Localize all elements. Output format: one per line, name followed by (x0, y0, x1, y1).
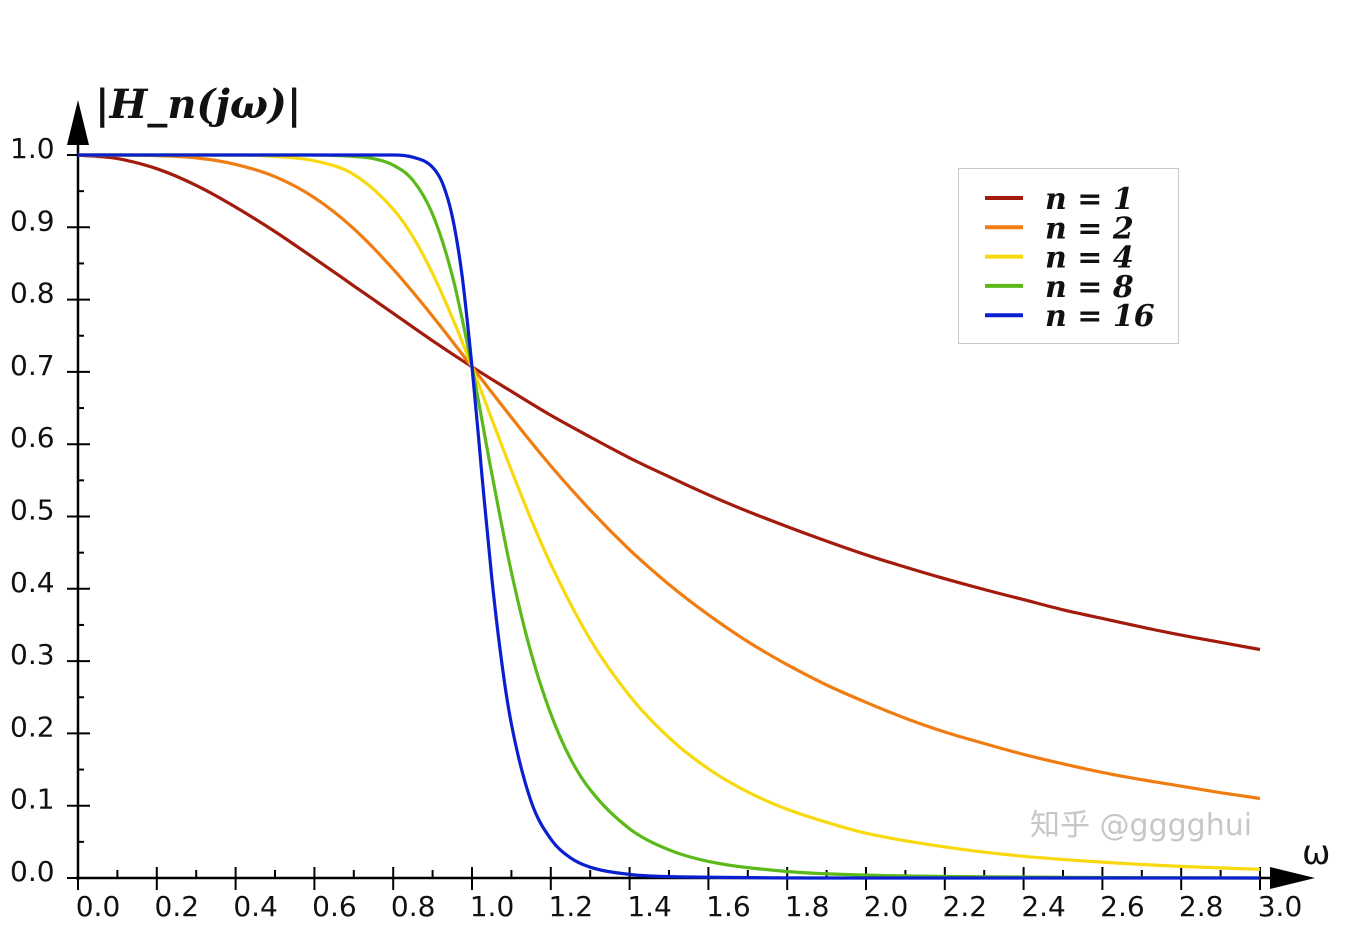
y-tick-label: 0.4 (10, 566, 55, 599)
x-tick-label: 1.4 (627, 890, 672, 923)
tick-labels: 0.0 0.2 0.4 0.6 0.8 1.0 1.2 1.4 1.6 1.8 2.0 2.2 2.4 2… (10, 132, 1302, 923)
watermark: 知乎 @gggghui (1030, 808, 1252, 843)
y-tick-label: 0.5 (10, 494, 55, 527)
y-tick-label: 0.0 (10, 855, 55, 888)
y-tick-label: 0.7 (10, 349, 55, 382)
x-tick-label: 2.6 (1100, 890, 1145, 923)
y-tick-label: 0.6 (10, 421, 55, 454)
x-axis-label: ω (1302, 833, 1330, 873)
series-line-n2 (78, 153, 1261, 801)
y-tick-label: 0.8 (10, 277, 55, 310)
legend-label: n = 1 (1045, 182, 1134, 217)
y-tick-label: 0.1 (10, 783, 55, 816)
legend-label: n = 4 (1045, 241, 1134, 276)
x-tick-label: 1.6 (706, 890, 751, 923)
legend-label: n = 8 (1045, 270, 1134, 305)
y-tick-label: 1.0 (10, 132, 55, 165)
legend-label: n = 16 (1045, 299, 1155, 334)
y-tick-label: 0.2 (10, 710, 55, 743)
y-tick-label: 0.9 (10, 204, 55, 237)
x-tick-label: 3.0 (1258, 890, 1303, 923)
x-tick-label: 0.6 (312, 890, 357, 923)
series-line-n16 (78, 153, 1260, 880)
x-tick-label: 2.2 (943, 890, 988, 923)
x-tick-label: 2.8 (1179, 890, 1224, 923)
y-axis-label: |H_n(jω)| (95, 81, 301, 128)
series-line-n8 (78, 153, 1261, 880)
series-line-n1 (77, 153, 1261, 652)
x-tick-label: 1.2 (549, 890, 594, 923)
x-tick-label: 0.4 (233, 890, 278, 923)
x-tick-label: 1.0 (470, 890, 515, 923)
legend-label: n = 2 (1045, 211, 1134, 246)
x-axis-arrow-icon (1270, 867, 1315, 889)
x-tick-label: 0.2 (155, 890, 200, 923)
y-tick-label: 0.3 (10, 638, 55, 671)
x-tick-label: 2.4 (1021, 890, 1066, 923)
x-tick-label: 0.8 (391, 890, 436, 923)
legend: n = 1n = 2n = 4n = 8n = 16 (958, 168, 1179, 344)
curves (77, 153, 1261, 880)
series-line-n4 (78, 153, 1261, 871)
x-tick-label: 2.0 (864, 890, 909, 923)
x-tick-label: 1.8 (785, 890, 830, 923)
x-tick-label: 0.0 (76, 890, 121, 923)
y-axis-arrow-icon (67, 100, 89, 145)
